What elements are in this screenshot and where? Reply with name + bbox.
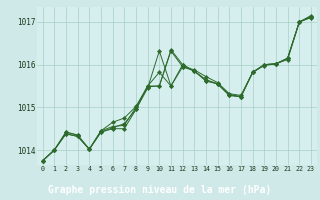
Text: Graphe pression niveau de la mer (hPa): Graphe pression niveau de la mer (hPa) — [48, 185, 272, 195]
